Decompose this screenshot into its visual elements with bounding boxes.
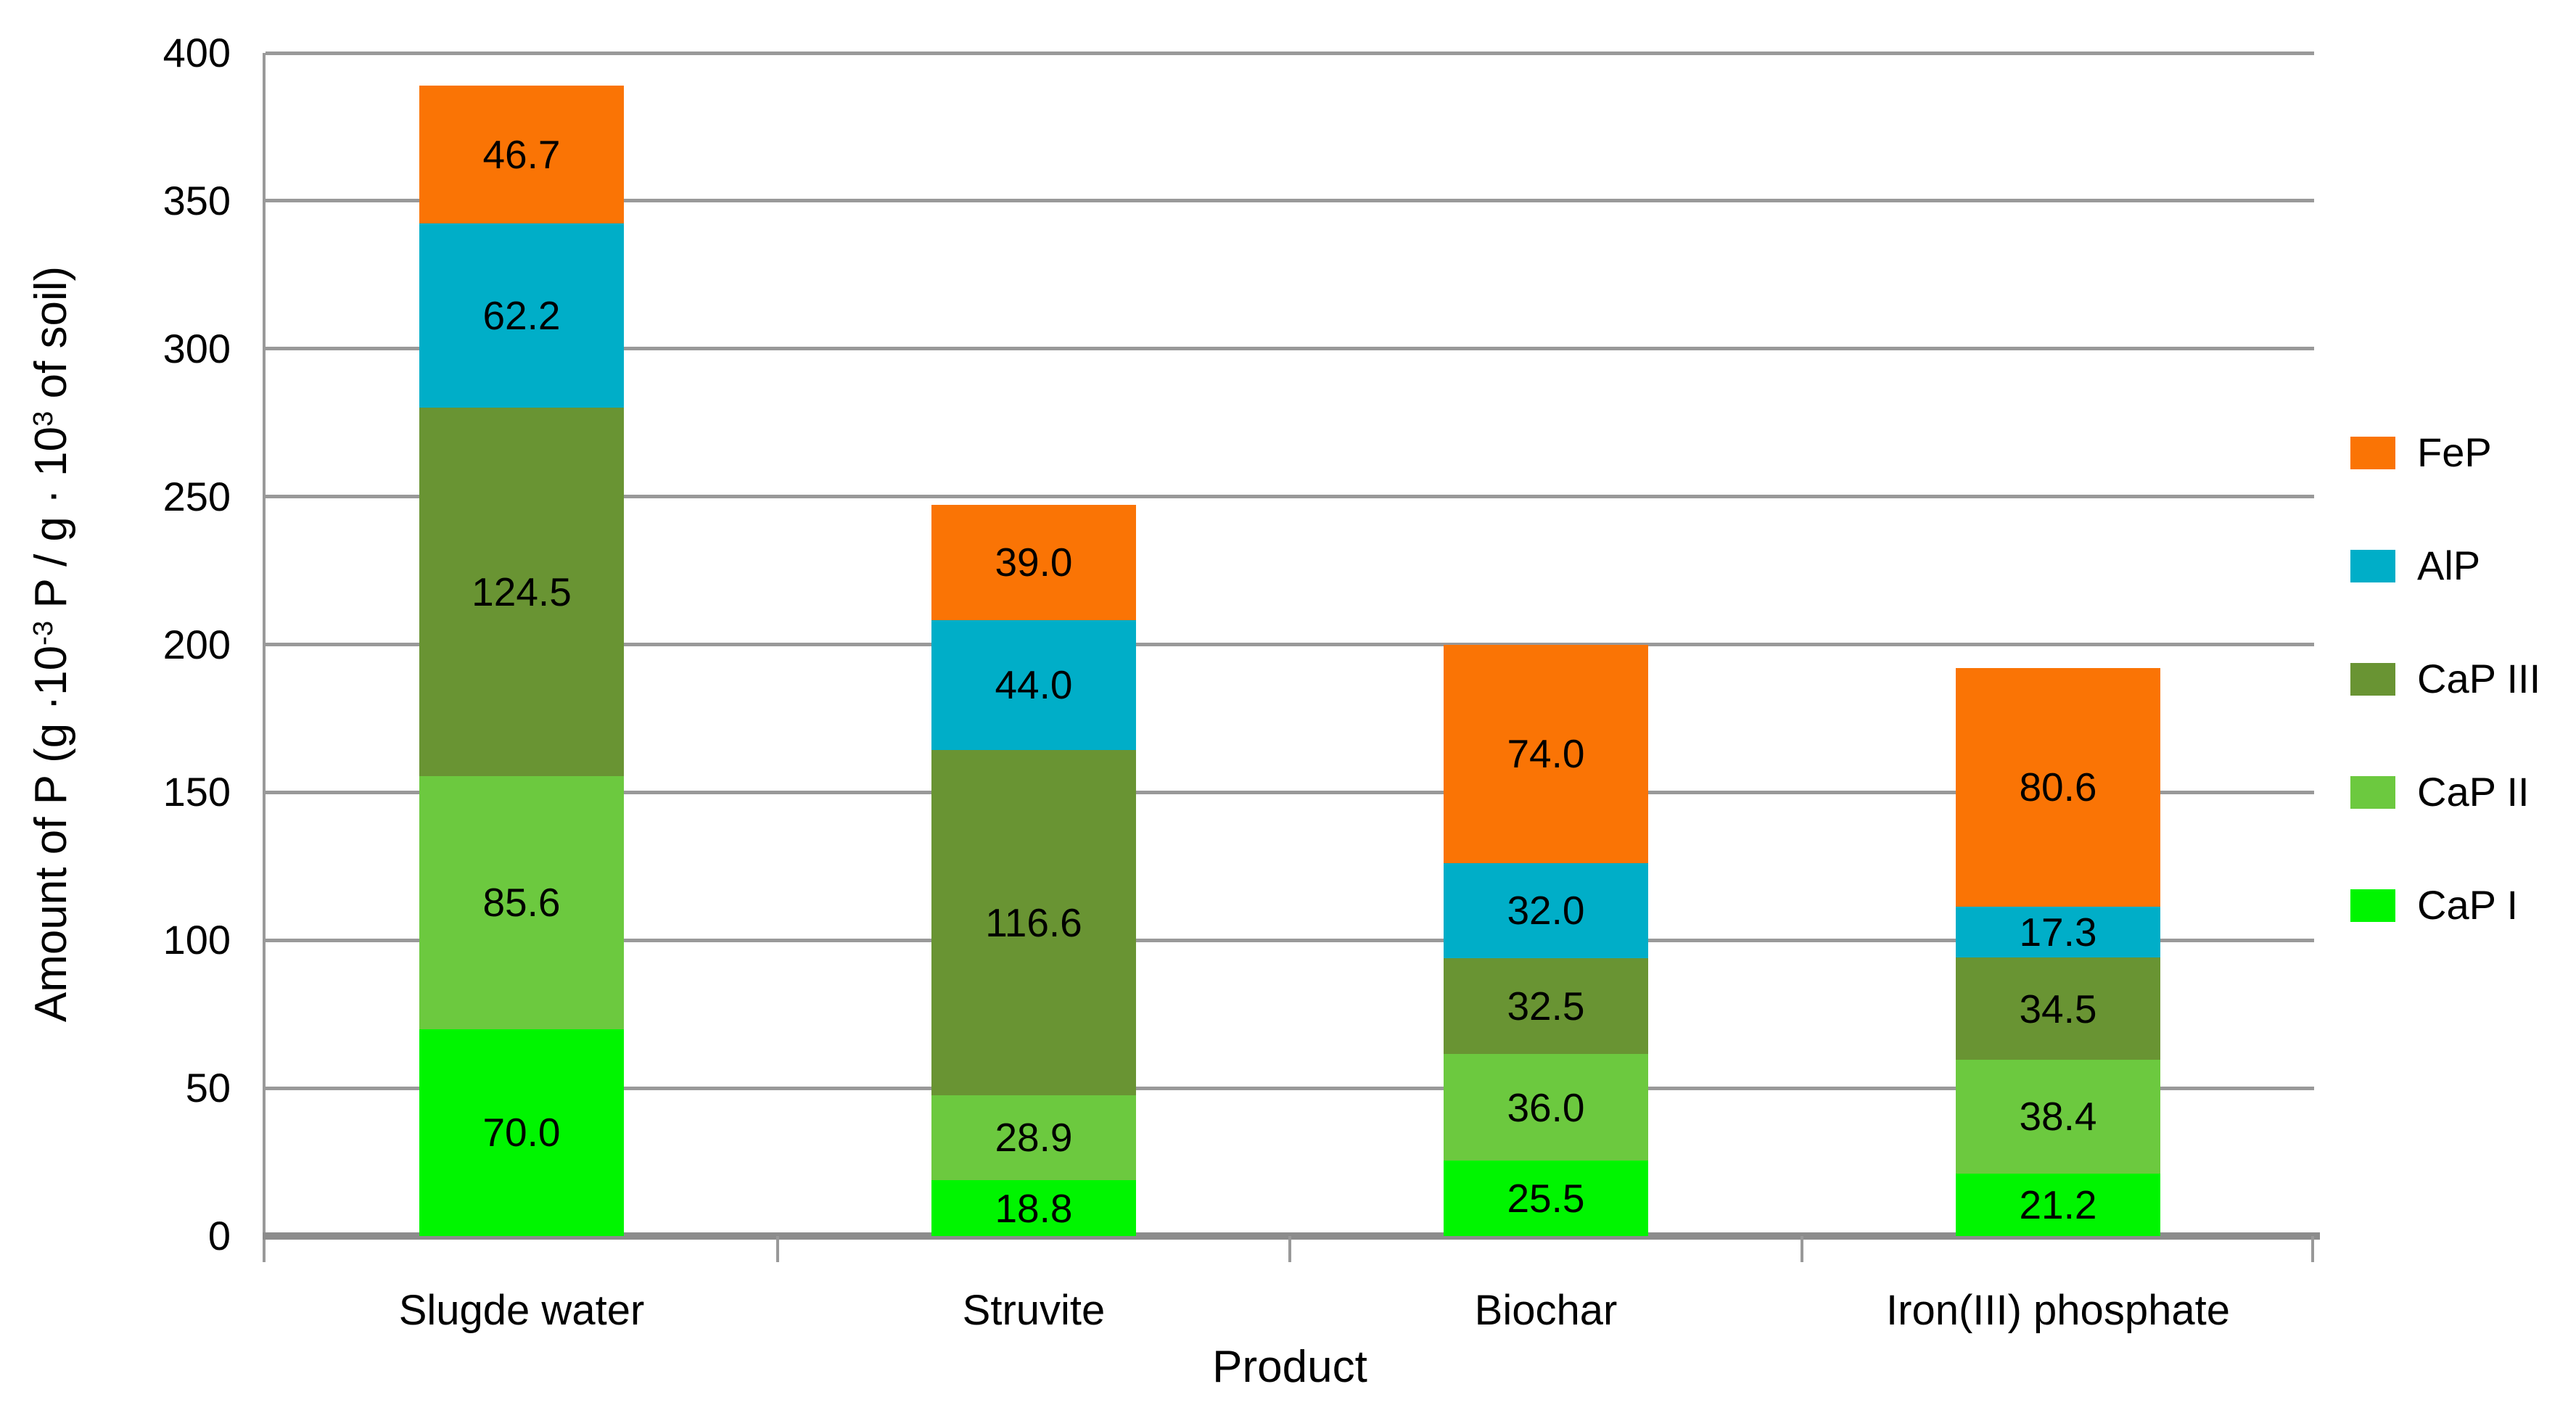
legend-swatch-icon — [2350, 436, 2395, 469]
data-label: 85.6 — [482, 880, 561, 926]
legend: FeP AlP CaP III CaP II CaP I — [2350, 429, 2541, 1001]
x-axis-tick-mark — [1801, 1236, 1803, 1262]
legend-label: FeP — [2417, 429, 2492, 475]
bar-segment-fep — [1444, 644, 1648, 864]
bar-segment-cap-i — [1956, 1173, 2160, 1236]
gridline — [266, 199, 2314, 203]
y-tick-label: 50 — [185, 1065, 231, 1111]
bar-segment-alp — [419, 223, 624, 408]
data-label: 70.0 — [482, 1110, 561, 1155]
data-label: 36.0 — [1507, 1084, 1585, 1130]
bar-segment-cap-iii — [419, 407, 624, 776]
legend-item: CaP III — [2350, 656, 2541, 701]
data-label: 46.7 — [482, 132, 561, 178]
x-axis-tick-mark — [2311, 1236, 2314, 1262]
bar-segment-fep — [931, 504, 1136, 620]
legend-item: FeP — [2350, 429, 2540, 475]
category-label: Iron(III) phosphate — [1886, 1287, 2230, 1334]
gridline — [266, 1086, 2314, 1090]
data-label: 116.6 — [985, 899, 1082, 945]
data-label: 34.5 — [2019, 986, 2097, 1031]
bar-segment-cap-i — [931, 1180, 1136, 1236]
bar-segment-fep — [1956, 668, 2160, 907]
data-label: 32.0 — [1507, 888, 1585, 934]
y-axis-title-text: P / g · 10 — [26, 427, 76, 621]
x-axis-title: Product — [1212, 1342, 1367, 1392]
data-label: 44.0 — [995, 662, 1073, 708]
category-label: Struvite — [962, 1287, 1106, 1334]
bar-segment-cap-i — [419, 1029, 624, 1236]
data-label: 25.5 — [1507, 1176, 1585, 1222]
y-tick-label: 400 — [162, 30, 231, 75]
y-tick-label: 0 — [207, 1213, 231, 1258]
bar-segment-cap-ii — [1444, 1054, 1648, 1161]
y-axis-line — [263, 53, 266, 1262]
data-label: 28.9 — [995, 1115, 1073, 1161]
bar-segment-cap-ii — [931, 1095, 1136, 1181]
bar-segment-cap-ii — [1956, 1060, 2160, 1174]
y-tick-label: 150 — [162, 769, 231, 815]
bar-segment-alp — [1444, 863, 1648, 958]
data-label: 80.6 — [2019, 765, 2097, 810]
gridline — [266, 938, 2314, 942]
x-axis-tick-mark — [1288, 1236, 1291, 1262]
legend-label: AlP — [2417, 543, 2481, 588]
y-tick-label: 200 — [162, 621, 231, 667]
legend-label: CaP II — [2417, 769, 2530, 815]
gridline — [266, 495, 2314, 499]
data-label: 62.2 — [482, 293, 561, 339]
data-label: 39.0 — [995, 540, 1073, 585]
x-axis-baseline — [263, 1232, 2320, 1240]
bar-segment-cap-i — [1444, 1161, 1648, 1236]
data-label: 124.5 — [472, 569, 572, 614]
y-tick-label: 250 — [162, 473, 231, 519]
category-label: Slugde water — [398, 1287, 645, 1334]
y-tick-label: 300 — [162, 325, 231, 371]
y-tick-label: 350 — [162, 177, 231, 223]
gridline — [266, 347, 2314, 351]
legend-item: AlP — [2350, 543, 2540, 588]
legend-swatch-icon — [2350, 549, 2395, 582]
bar-segment-cap-iii — [931, 750, 1136, 1095]
bar-segment-alp — [931, 619, 1136, 751]
data-label: 32.5 — [1507, 983, 1585, 1029]
legend-swatch-icon — [2350, 775, 2395, 809]
bar-segment-alp — [1956, 906, 2160, 958]
legend-label: CaP I — [2417, 882, 2519, 928]
x-axis-tick-mark — [776, 1236, 779, 1262]
bar-segment-cap-ii — [419, 775, 624, 1029]
gridline — [266, 51, 2314, 55]
gridline — [266, 643, 2314, 646]
data-label: 18.8 — [995, 1185, 1073, 1231]
legend-label: CaP III — [2417, 656, 2541, 701]
legend-swatch-icon — [2350, 889, 2395, 922]
plot-area: 70.0 85.6 124.5 62.2 46.7 18.8 28.9 116.6 44.0 39… — [263, 51, 2320, 1262]
category-label: Biochar — [1474, 1287, 1618, 1334]
legend-swatch-icon — [2350, 662, 2395, 696]
data-label: 74.0 — [1507, 731, 1585, 777]
y-axis-title-text: Amount of P (g ·10 — [26, 645, 76, 1023]
y-tick-label: 100 — [162, 917, 231, 963]
bar-segment-cap-iii — [1956, 957, 2160, 1060]
data-label: 17.3 — [2019, 910, 2097, 955]
data-label: 38.4 — [2019, 1094, 2097, 1140]
data-label: 21.2 — [2019, 1182, 2097, 1227]
legend-item: CaP I — [2350, 882, 2540, 928]
bar-segment-fep — [419, 85, 624, 224]
bar-segment-cap-iii — [1444, 957, 1648, 1055]
gridline — [266, 790, 2314, 794]
legend-item: CaP II — [2350, 769, 2540, 815]
y-axis-title-superscript: 3 — [27, 411, 59, 427]
